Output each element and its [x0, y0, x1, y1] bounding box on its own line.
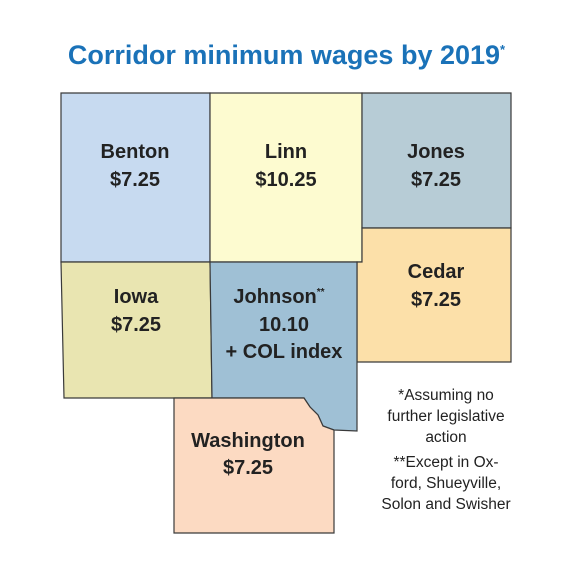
label-jones-wage: $7.25: [411, 169, 461, 191]
title-footnote-marker: *: [500, 42, 506, 57]
label-washington-wage: $7.25: [223, 457, 273, 479]
label-iowa-name: Iowa: [114, 286, 159, 308]
label-linn-name: Linn: [265, 141, 307, 163]
label-johnson-marker: **: [317, 287, 325, 298]
footnote-line-4: **Except in Ox-: [393, 454, 498, 471]
label-iowa-wage: $7.25: [111, 314, 161, 336]
label-washington-name: Washington: [191, 430, 305, 452]
footnote-line-6: Solon and Swisher: [381, 496, 510, 513]
map-title: Corridor minimum wages by 2019*: [0, 40, 573, 71]
label-cedar-name: Cedar: [408, 261, 465, 283]
county-washington[interactable]: [173, 397, 335, 534]
label-johnson-index: + COL index: [226, 341, 343, 363]
footnote-line-2: further legislative: [387, 408, 504, 425]
label-benton-wage: $7.25: [110, 169, 160, 191]
footnote-line-1: *Assuming no: [398, 387, 494, 404]
label-johnson-name-text: Johnson: [233, 286, 316, 308]
label-linn-wage: $10.25: [255, 169, 316, 191]
label-jones-name: Jones: [407, 141, 465, 163]
label-benton-name: Benton: [101, 141, 170, 163]
label-johnson-wage: 10.10: [259, 314, 309, 336]
label-johnson-name: Johnson**: [233, 286, 324, 308]
footnote-line-3: action: [425, 429, 466, 446]
label-cedar-wage: $7.25: [411, 289, 461, 311]
map-title-text: Corridor minimum wages by 2019: [67, 40, 501, 70]
footnote-line-5: ford, Shueyville,: [391, 475, 501, 492]
